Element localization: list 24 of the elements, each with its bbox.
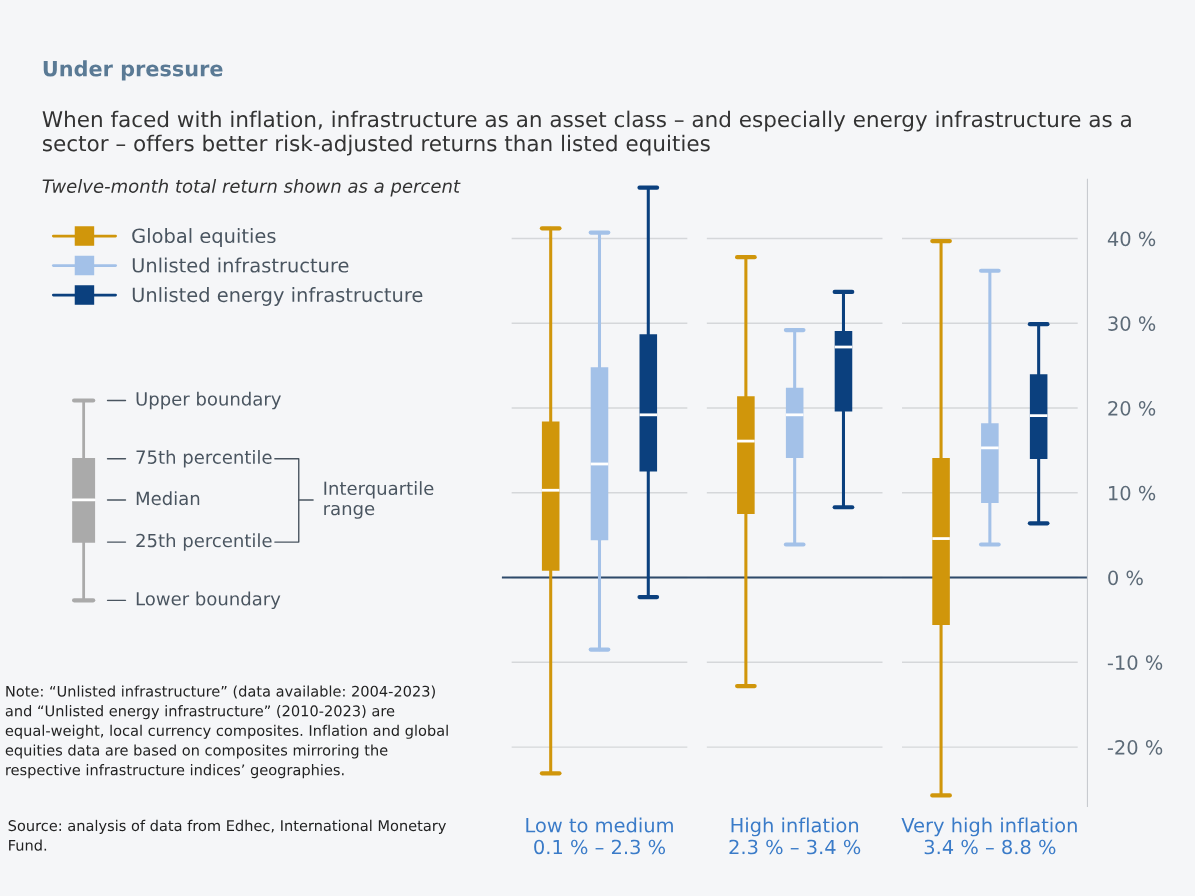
chart-subtitle: When faced with inflation, infrastructure as an asset class – and especially energy infrastructure as a sector – offers better risk-adjusted returns than listed equities bbox=[42, 110, 1131, 156]
legend-label: Unlisted energy infrastructure bbox=[132, 287, 423, 306]
y-tick-label: 10 % bbox=[1109, 485, 1156, 501]
x-tick-label: Low to medium 0.1 % – 2.3 % bbox=[526, 817, 673, 855]
text: Under pressure bbox=[43, 60, 223, 81]
text: Interquartile range bbox=[324, 481, 434, 519]
y-tick-label: 30 % bbox=[1108, 316, 1156, 331]
text: 75th percentile bbox=[136, 450, 272, 468]
y-tick-label: 0 % bbox=[1108, 570, 1143, 586]
legend-label: Global equities bbox=[132, 228, 276, 247]
text: Median bbox=[136, 491, 200, 506]
y-tick-label: -10 % bbox=[1107, 655, 1163, 670]
x-tick-label: High inflation 2.3 % – 3.4 % bbox=[729, 817, 861, 855]
y-tick-label: -20 % bbox=[1107, 740, 1163, 755]
y-axis-title: Twelve-month total return shown as a percent bbox=[42, 178, 461, 197]
source-note: Source: analysis of data from Edhec, International Monetary Fund. bbox=[8, 819, 446, 851]
text: Lower boundary bbox=[136, 591, 281, 610]
text: Note: “Unlisted infrastructure” (data available: 2004-2023) and “Unlisted energy infrastructure” (2010-2023) are equal-weight, local currency composites. Inflation and global equities data are based on composites mirroring the respective infrastructure indices’ geographies. bbox=[5, 685, 448, 779]
legend-label: Unlisted infrastructure bbox=[132, 257, 349, 273]
text: 25th percentile bbox=[136, 533, 272, 551]
x-tick-label: Very high inflation 3.4 % – 8.8 % bbox=[901, 817, 1077, 855]
text: Upper boundary bbox=[136, 391, 281, 410]
y-tick-label: 40 % bbox=[1107, 231, 1156, 247]
y-tick-label: 20 % bbox=[1108, 401, 1156, 416]
